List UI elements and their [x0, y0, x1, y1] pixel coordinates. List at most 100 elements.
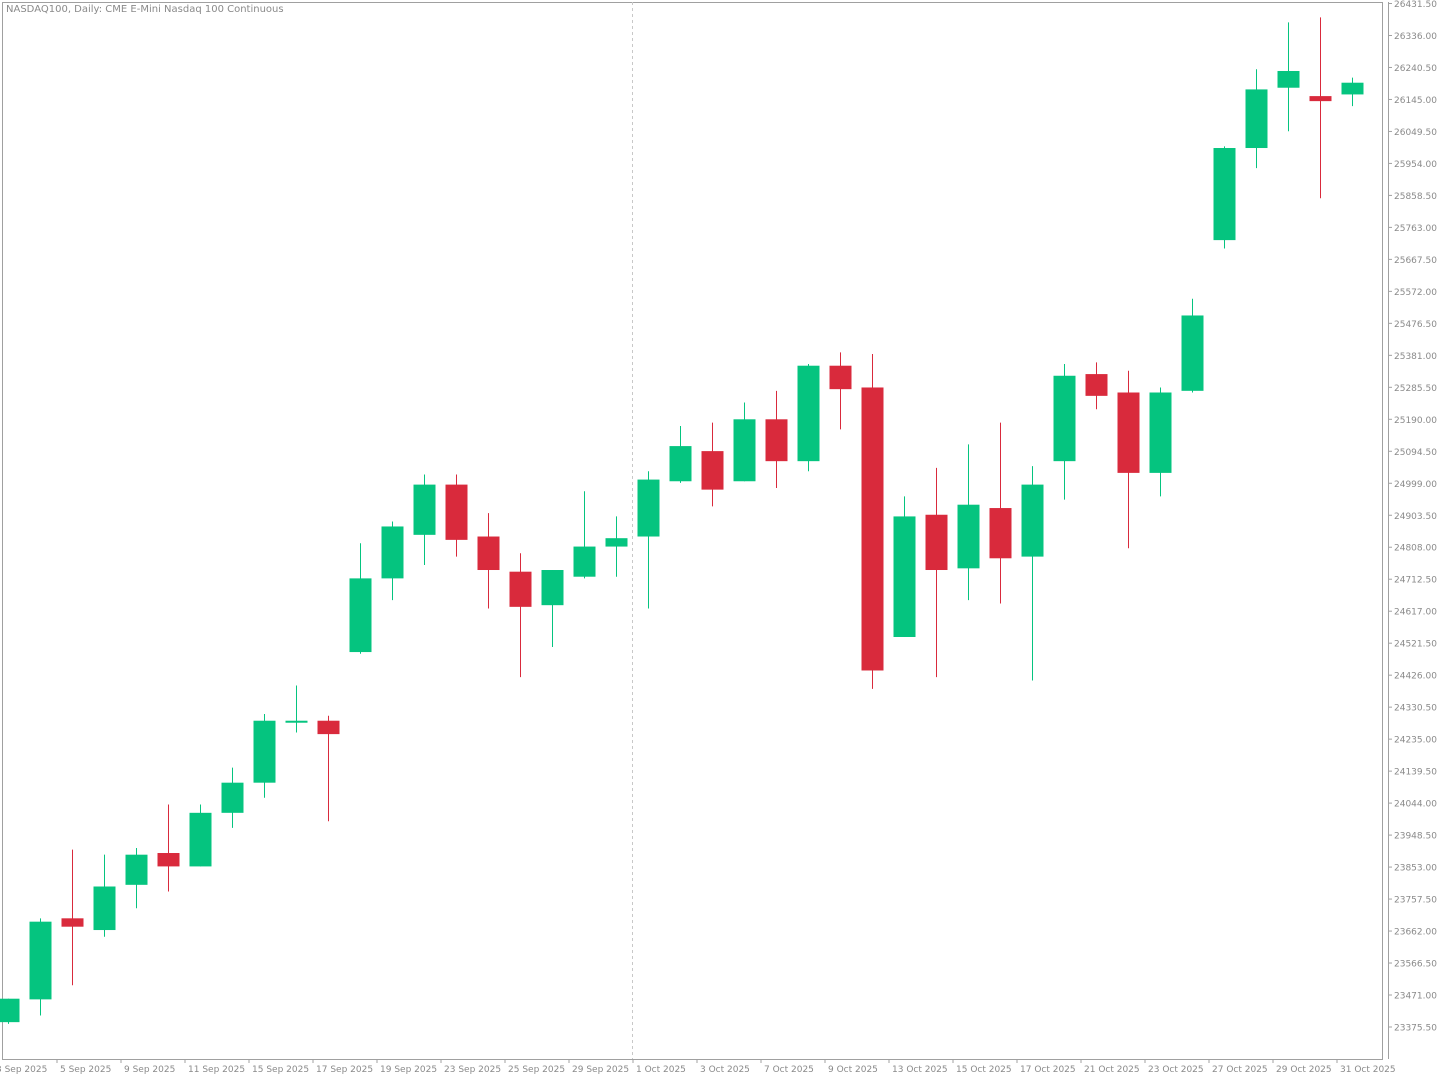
- x-tick-label: 13 Oct 2025: [892, 1065, 948, 1075]
- y-tick-label: 26145.00: [1394, 96, 1437, 106]
- plot-frame: [2, 2, 1383, 1060]
- candle-body-up: [669, 446, 692, 482]
- y-tick-label: 25858.50: [1394, 192, 1437, 202]
- candle-body-down: [925, 514, 948, 571]
- candle: [61, 849, 84, 986]
- candle: [29, 918, 52, 1016]
- y-tick-label: 23471.00: [1394, 992, 1437, 1002]
- y-tick-label: 25954.00: [1394, 160, 1437, 170]
- candle: [733, 402, 756, 482]
- candle-body-down: [861, 387, 884, 671]
- candle: [1341, 77, 1364, 107]
- candle: [605, 516, 628, 577]
- x-tick-label: 27 Oct 2025: [1212, 1065, 1268, 1075]
- candle-body-up: [573, 546, 596, 577]
- y-tick-label: 25381.00: [1394, 352, 1437, 362]
- candle: [669, 425, 692, 483]
- x-tick-label: 29 Oct 2025: [1276, 1065, 1332, 1075]
- candle: [1021, 466, 1044, 681]
- candle-body-up: [1181, 315, 1204, 391]
- candle-body-down: [1309, 96, 1332, 102]
- candle-body-up: [381, 526, 404, 579]
- y-tick-label: 23566.50: [1394, 960, 1437, 970]
- candle: [1053, 364, 1076, 500]
- x-tick-label: 9 Oct 2025: [828, 1065, 878, 1075]
- y-tick-label: 24044.00: [1394, 800, 1437, 810]
- candle: [477, 513, 500, 609]
- candle: [1181, 298, 1204, 393]
- candle: [1149, 387, 1172, 497]
- candle: [1085, 362, 1108, 410]
- candle: [893, 496, 916, 637]
- candle: [797, 364, 820, 472]
- candle-body-up: [1053, 375, 1076, 462]
- y-tick-label: 24808.00: [1394, 544, 1437, 554]
- candle: [317, 715, 340, 822]
- candle: [1245, 69, 1268, 169]
- candle-body-up: [1277, 70, 1300, 88]
- candle-body-up: [0, 998, 20, 1023]
- candle: [829, 352, 852, 430]
- candle-body-up: [349, 578, 372, 653]
- candle-body-down: [989, 508, 1012, 559]
- y-tick-label: 23948.50: [1394, 832, 1437, 842]
- y-tick-label: 26240.50: [1394, 64, 1437, 74]
- candle-body-up: [285, 720, 308, 723]
- y-tick-label: 25094.50: [1394, 448, 1437, 458]
- candle: [189, 804, 212, 867]
- candle: [957, 444, 980, 601]
- candle: [541, 570, 564, 648]
- candle: [253, 714, 276, 798]
- candle-body-down: [829, 365, 852, 390]
- x-tick-label: 11 Sep 2025: [188, 1065, 245, 1075]
- candle: [1309, 17, 1332, 199]
- candle-body-up: [797, 365, 820, 462]
- y-tick-label: 24617.00: [1394, 608, 1437, 618]
- candle: [381, 521, 404, 601]
- y-tick-label: 25667.50: [1394, 256, 1437, 266]
- candle-body-up: [957, 504, 980, 569]
- x-tick-label: 7 Oct 2025: [764, 1065, 814, 1075]
- candle: [413, 474, 436, 565]
- candle: [861, 353, 884, 689]
- candle-body-up: [221, 782, 244, 813]
- candle-body-up: [125, 854, 148, 885]
- candle-body-down: [701, 451, 724, 490]
- candle-body-up: [541, 570, 564, 606]
- candle-body-up: [1149, 392, 1172, 473]
- x-tick-label: 31 Oct 2025: [1340, 1065, 1396, 1075]
- candle: [93, 854, 116, 937]
- candle-body-up: [253, 720, 276, 783]
- candle: [637, 471, 660, 609]
- candle: [573, 491, 596, 579]
- x-tick-label: 5 Sep 2025: [60, 1065, 111, 1075]
- candle-body-down: [477, 536, 500, 571]
- candle: [765, 390, 788, 488]
- y-tick-label: 24330.50: [1394, 704, 1437, 714]
- x-tick-label: 17 Oct 2025: [1020, 1065, 1076, 1075]
- y-tick-label: 23757.50: [1394, 896, 1437, 906]
- candle: [1213, 146, 1236, 249]
- y-tick-label: 24235.00: [1394, 736, 1437, 746]
- candle-body-up: [1213, 148, 1236, 241]
- candle-body-down: [765, 419, 788, 462]
- y-tick-label: 24999.00: [1394, 480, 1437, 490]
- candle-body-down: [1117, 392, 1140, 473]
- y-tick-label: 26431.50: [1394, 0, 1437, 10]
- x-tick-label: 19 Sep 2025: [380, 1065, 437, 1075]
- y-tick-label: 23375.50: [1394, 1024, 1437, 1034]
- y-tick-label: 24139.50: [1394, 768, 1437, 778]
- candle: [445, 474, 468, 557]
- y-tick-label: 25763.00: [1394, 224, 1437, 234]
- x-tick-label: 3 Sep 2025: [0, 1065, 47, 1075]
- y-tick-label: 24521.50: [1394, 640, 1437, 650]
- candle: [125, 847, 148, 909]
- candle-body-down: [61, 918, 84, 927]
- x-tick-label: 15 Oct 2025: [956, 1065, 1012, 1075]
- candle-body-up: [413, 484, 436, 535]
- y-tick-label: 23853.00: [1394, 864, 1437, 874]
- y-tick-label: 24903.50: [1394, 512, 1437, 522]
- candle: [221, 767, 244, 828]
